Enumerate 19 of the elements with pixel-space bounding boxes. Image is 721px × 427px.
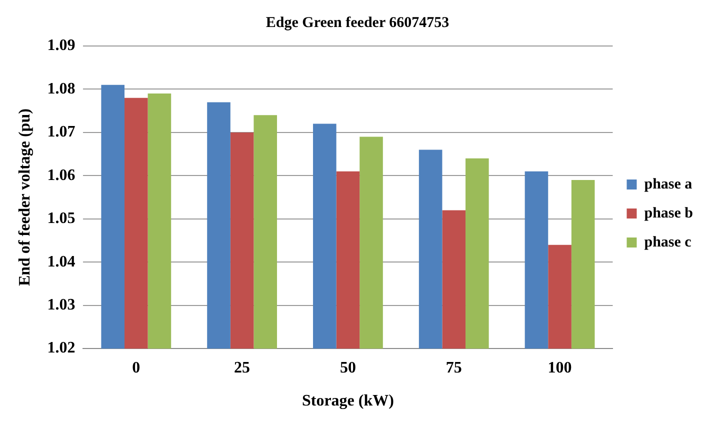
legend-label: phase b [644, 205, 694, 222]
y-tick-label: 1.03 [47, 296, 76, 314]
y-tick-label: 1.04 [47, 253, 76, 270]
y-tick-label: 1.07 [47, 124, 76, 141]
x-tick-label: 100 [548, 359, 572, 376]
y-tick-label: 1.05 [47, 210, 76, 228]
y-tick-label: 1.09 [47, 37, 76, 54]
y-tick-label: 1.08 [47, 80, 76, 98]
x-axis-title: Storage (kW) [302, 392, 394, 410]
legend-label: phase c [644, 234, 692, 250]
x-tick-label: 50 [340, 359, 356, 376]
x-tick-label: 0 [132, 359, 140, 376]
y-axis-title: End of feeder voltage (pu) [16, 108, 34, 286]
legend-label: phase a [644, 176, 693, 192]
x-tick-label: 75 [446, 359, 462, 376]
y-tick-label: 1.02 [47, 340, 76, 357]
chart-title: Edge Green feeder 66074753 [266, 14, 450, 31]
x-tick-label: 25 [234, 359, 250, 376]
y-tick-label: 1.06 [47, 166, 76, 184]
